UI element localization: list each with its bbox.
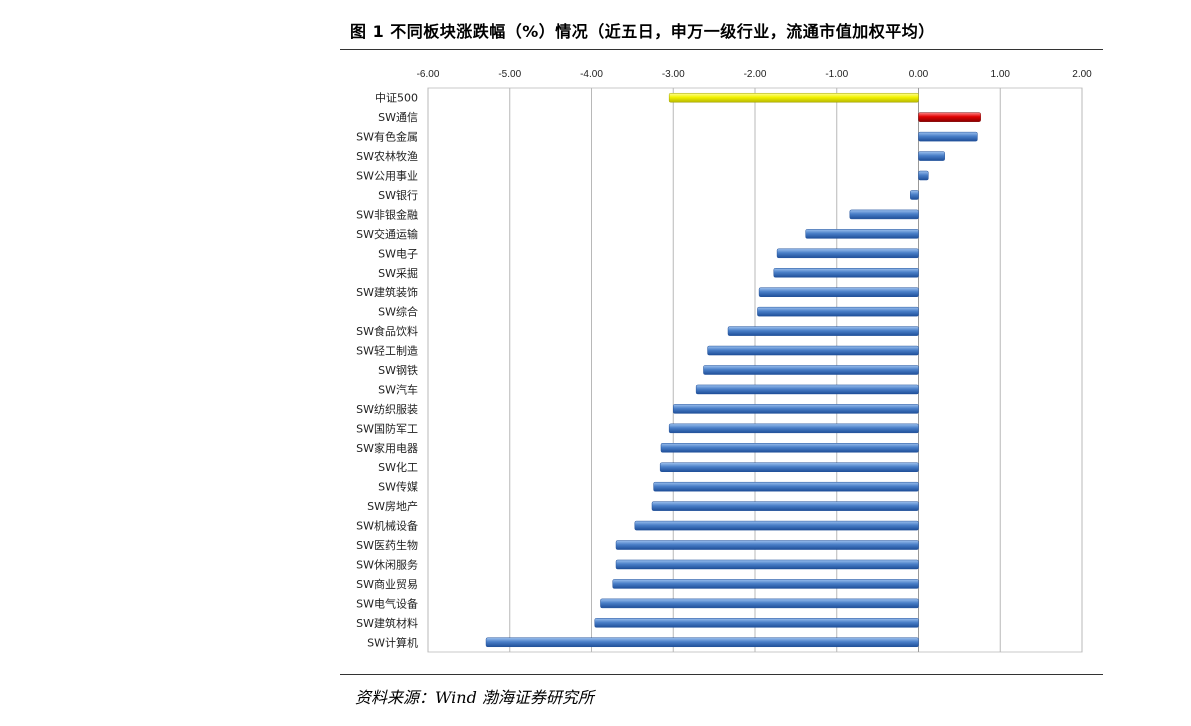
bar: [703, 365, 919, 375]
bar: [668, 423, 919, 434]
source-rule: [340, 674, 1103, 675]
category-label: SW银行: [378, 188, 418, 202]
bar: [695, 384, 919, 395]
bar: [707, 345, 919, 356]
bar: [594, 618, 919, 628]
bar: [600, 598, 919, 609]
category-label: SW通信: [378, 111, 418, 124]
category-label: SW有色金属: [356, 130, 418, 144]
bar: [612, 579, 919, 589]
category-label: SW家用电器: [356, 441, 418, 455]
x-tick-label: -4.00: [580, 69, 603, 80]
category-label: SW商业贸易: [356, 577, 418, 591]
x-tick-label: -3.00: [662, 69, 685, 80]
x-tick-label: -1.00: [825, 69, 848, 80]
bar: [776, 248, 919, 259]
x-axis-ticks: -6.00 -5.00 -4.00 -3.00 -2.00 -1.00 0.00 1.00 2.…: [417, 69, 1093, 80]
bar: [673, 404, 919, 414]
bar: [485, 637, 919, 648]
bar: [849, 209, 919, 220]
chart-title: 图 1 不同板块涨跌幅（%）情况（近五日，申万一级行业，流通市值加权平均）: [350, 22, 935, 41]
bars: [485, 92, 981, 648]
bar: [615, 540, 919, 550]
category-label: SW综合: [378, 305, 418, 319]
bar: [659, 462, 919, 472]
category-label: SW非银金融: [356, 207, 418, 221]
source-note: 资料来源：Wind 渤海证券研究所: [355, 688, 594, 707]
bar: [918, 151, 945, 161]
category-label: SW传媒: [378, 481, 418, 494]
category-label: SW国防军工: [356, 421, 418, 435]
category-label: SW建筑装饰: [356, 285, 418, 299]
category-label: 中证500: [375, 92, 418, 105]
category-label: SW交通运输: [356, 227, 418, 241]
category-label: SW建筑材料: [356, 616, 418, 630]
bar: [918, 131, 978, 142]
bar: [634, 520, 919, 531]
category-label: SW电子: [378, 247, 418, 260]
category-label: SW休闲服务: [356, 557, 418, 571]
category-label: SW纺织服装: [356, 402, 418, 416]
bar: [773, 268, 919, 278]
category-label: SW采掘: [378, 266, 418, 280]
x-tick-label: -2.00: [744, 69, 767, 80]
category-label: SW公用事业: [356, 170, 418, 183]
category-label: SW轻工制造: [356, 344, 418, 358]
bar: [918, 112, 981, 122]
x-tick-label: 0.00: [909, 69, 929, 80]
category-label: SW汽车: [378, 382, 418, 396]
bar: [910, 190, 919, 200]
category-label: SW化工: [378, 460, 418, 474]
category-label: SW钢铁: [378, 364, 418, 377]
category-label: SW农林牧渔: [356, 149, 418, 163]
title-rule: [340, 49, 1103, 50]
x-tick-label: -5.00: [498, 69, 521, 80]
bar: [668, 92, 919, 103]
category-label: SW医药生物: [356, 538, 418, 552]
category-label: SW食品饮料: [356, 324, 418, 338]
x-tick-label: 2.00: [1072, 69, 1092, 80]
bar: [615, 559, 919, 570]
bar: [651, 501, 919, 511]
x-tick-label: -6.00: [417, 69, 440, 80]
category-labels: 中证500 SW通信 SW有色金属 SW农林牧渔 SW公用事业 SW银行 SW非银金融 SW交…: [356, 92, 418, 650]
x-tick-label: 1.00: [991, 69, 1011, 80]
category-label: SW电气设备: [356, 596, 418, 610]
category-label: SW计算机: [367, 635, 418, 649]
bar: [660, 443, 919, 453]
bar: [653, 481, 919, 492]
bar: [727, 326, 919, 336]
category-label: SW房地产: [367, 499, 418, 513]
category-label: SW机械设备: [356, 519, 418, 533]
bar: [805, 229, 919, 239]
bar: [918, 170, 929, 181]
bar: [757, 306, 919, 317]
bar: [758, 287, 919, 297]
